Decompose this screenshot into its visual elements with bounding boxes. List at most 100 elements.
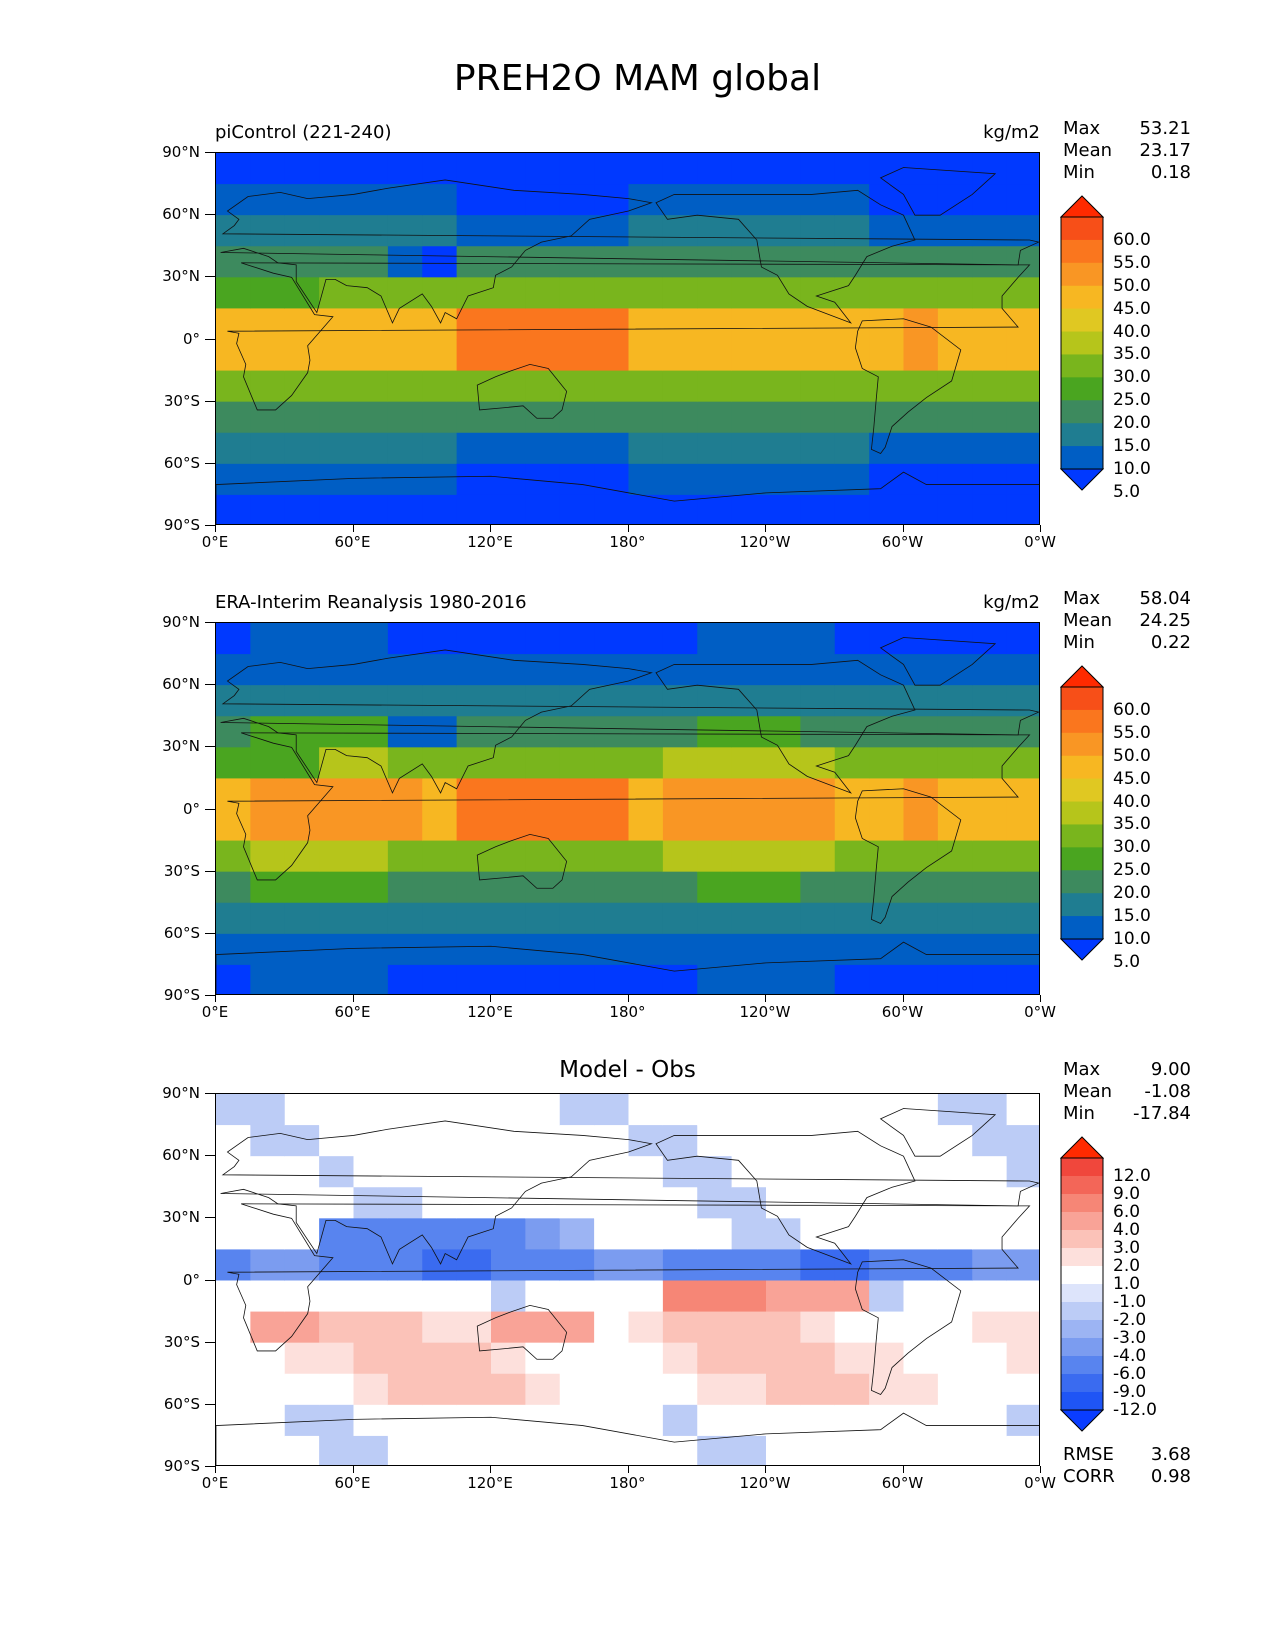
field-cell xyxy=(284,1249,320,1282)
field-cell xyxy=(594,1218,630,1251)
field-cell xyxy=(387,246,423,278)
field-cell xyxy=(800,902,836,935)
y-tick xyxy=(205,622,215,623)
y-tick-label: 0° xyxy=(182,799,200,818)
colorbar-segment xyxy=(1061,1194,1103,1213)
field-cell xyxy=(559,1187,595,1219)
field-cell xyxy=(834,1373,870,1406)
colorbar-segment xyxy=(1061,1302,1103,1321)
field-cell xyxy=(1006,871,1039,904)
field-cell xyxy=(559,685,595,717)
field-cell xyxy=(1006,809,1039,842)
field-cell xyxy=(353,964,389,994)
field-cell xyxy=(697,1373,733,1406)
field-cell xyxy=(937,401,973,434)
field-cell xyxy=(937,339,973,372)
field-cell xyxy=(1006,1094,1039,1126)
field-cell xyxy=(387,370,423,403)
field-cell xyxy=(284,933,320,966)
field-cell xyxy=(250,370,286,403)
colorbar-tick-label: 10.0 xyxy=(1113,459,1151,479)
field-cell xyxy=(903,902,939,935)
x-tick xyxy=(352,995,354,1002)
field-cell xyxy=(903,277,939,310)
field-cell xyxy=(662,809,698,842)
field-cell xyxy=(216,432,251,465)
field-cell xyxy=(422,1249,458,1282)
field-cell xyxy=(422,463,458,496)
field-cell xyxy=(216,871,251,904)
field-cell xyxy=(216,494,251,524)
field-cell xyxy=(353,1435,389,1465)
field-cell xyxy=(869,933,905,966)
field-cell xyxy=(216,716,251,748)
field-cell xyxy=(731,778,767,811)
field-cell xyxy=(903,654,939,686)
field-cell xyxy=(525,370,561,403)
field-cell xyxy=(284,685,320,717)
field-cell xyxy=(697,277,733,310)
field-cell xyxy=(1006,902,1039,935)
field-cell xyxy=(628,809,664,842)
colorbar-tick-label: 3.0 xyxy=(1113,1238,1141,1258)
field-cell xyxy=(456,716,492,748)
x-tick-label: 180° xyxy=(609,533,646,551)
field-cell xyxy=(422,685,458,717)
field-cell xyxy=(766,370,801,403)
field-cell xyxy=(628,277,664,310)
field-cell xyxy=(319,432,355,465)
field-cell xyxy=(284,277,320,310)
field-cell xyxy=(422,1125,458,1157)
coastline xyxy=(854,788,962,924)
field-cell xyxy=(284,964,320,994)
field-cell xyxy=(491,246,526,278)
field-cell xyxy=(766,933,801,966)
min-label: Min xyxy=(1063,1103,1095,1124)
field-cell xyxy=(319,871,355,904)
field-cell xyxy=(628,1404,664,1437)
field-cell xyxy=(387,277,423,310)
field-cell xyxy=(216,685,251,717)
field-cell xyxy=(250,1280,286,1313)
field-cell xyxy=(662,685,698,717)
field-cell xyxy=(834,308,870,341)
field-cell xyxy=(662,339,698,372)
field-cell xyxy=(422,1187,458,1219)
field-cell xyxy=(800,623,836,655)
colorbar-segment xyxy=(1061,1320,1103,1339)
y-tick xyxy=(205,746,215,748)
field-cell xyxy=(937,184,973,216)
field-cell xyxy=(594,1404,630,1437)
field-cell xyxy=(216,747,251,780)
field-cell xyxy=(766,1249,801,1282)
field-cell xyxy=(594,1249,630,1282)
y-tick xyxy=(205,400,215,402)
field-cell xyxy=(284,246,320,278)
field-cell xyxy=(353,1249,389,1282)
y-tick xyxy=(205,1403,215,1405)
colorbar-tick-label: 10.0 xyxy=(1113,929,1151,949)
stats-box: Max 9.00 Mean -1.08 Min -17.84 xyxy=(1063,1059,1191,1125)
y-tick-label: 30°N xyxy=(162,267,200,286)
field-cell xyxy=(319,809,355,842)
field-cell xyxy=(353,902,389,935)
field-cell xyxy=(525,778,561,811)
field-cell xyxy=(250,308,286,341)
field-cell xyxy=(903,716,939,748)
colorbar-tick-label: 30.0 xyxy=(1113,837,1151,858)
panel-era-interim: ERA-Interim Reanalysis 1980-2016 kg/m2 9… xyxy=(0,588,1275,1062)
field-cell xyxy=(559,933,595,966)
field-cell xyxy=(869,1187,905,1219)
field-cell xyxy=(559,1342,595,1375)
field-cell xyxy=(525,277,561,310)
field-cell xyxy=(1006,432,1039,465)
field-cell xyxy=(387,654,423,686)
field-cell xyxy=(628,933,664,966)
colorbar-tick-label: 20.0 xyxy=(1113,883,1151,904)
field-cell xyxy=(250,1094,286,1126)
field-cell xyxy=(319,277,355,310)
field-cell xyxy=(387,1404,423,1437)
colorbar-outline xyxy=(1060,216,1104,470)
colorbar-segment xyxy=(1061,1176,1103,1195)
field-cell xyxy=(491,623,526,655)
